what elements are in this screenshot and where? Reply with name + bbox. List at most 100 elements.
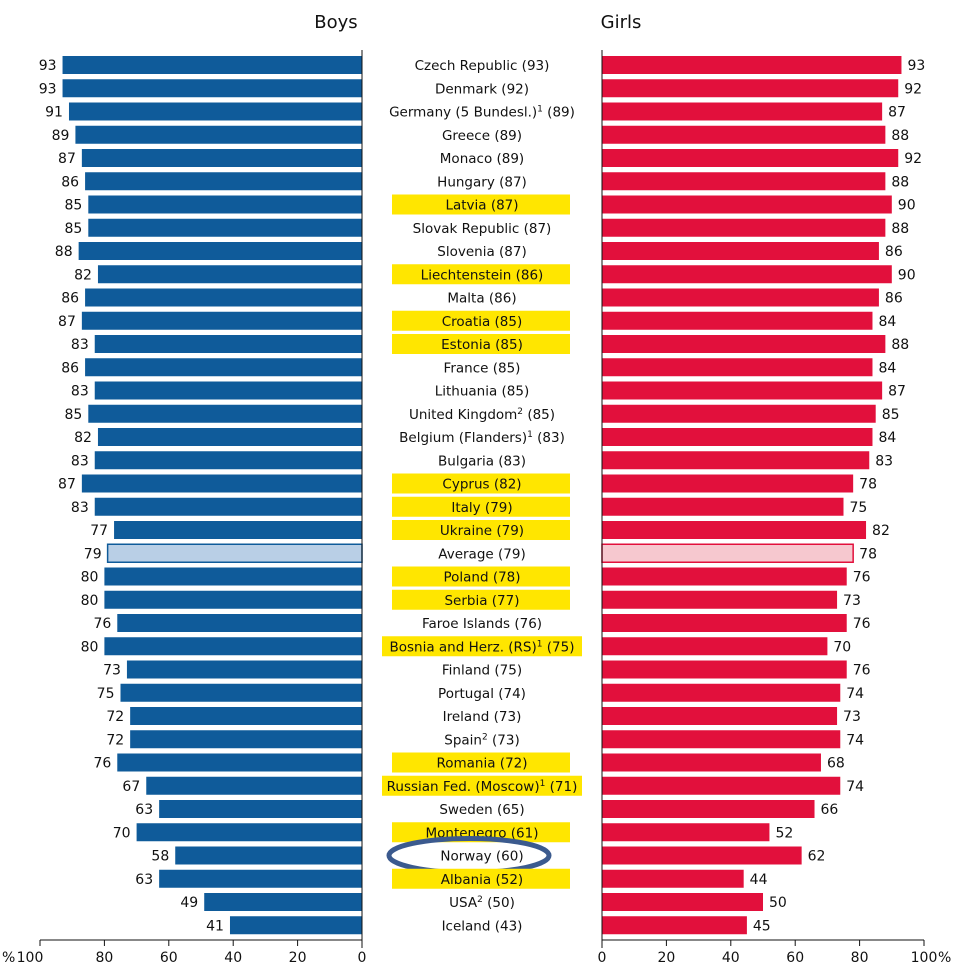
boys-bar xyxy=(94,381,363,400)
country-highlight xyxy=(392,334,570,354)
boys-value-label: 67 xyxy=(122,779,140,795)
girls-bar xyxy=(602,125,886,144)
country-label: Denmark (92) xyxy=(435,81,529,97)
boys-tick-label: 100 xyxy=(17,950,44,965)
girls-value-label: 84 xyxy=(878,360,896,376)
boys-bar xyxy=(159,800,362,818)
boys-bar xyxy=(81,311,363,330)
girls-value-label: 88 xyxy=(891,174,909,190)
girls-bar xyxy=(602,916,747,935)
girls-value-label: 84 xyxy=(878,314,896,330)
girls-x-axis: 0 20 40 60 80 100% xyxy=(598,939,951,965)
chart-row: 58 62 Norway (60) xyxy=(151,836,825,875)
boys-value-label: 73 xyxy=(103,663,121,679)
country-label: Norway (60) xyxy=(440,849,523,865)
country-label: USA2 (50) xyxy=(449,895,515,911)
country-label: Cyprus (82) xyxy=(442,477,521,493)
country-label: Croatia (85) xyxy=(442,314,523,330)
country-label: Romania (72) xyxy=(436,756,527,772)
boys-value-label: 63 xyxy=(135,802,153,818)
boys-bar xyxy=(126,660,362,679)
boys-bar xyxy=(159,869,362,888)
girls-value-label: 92 xyxy=(904,151,922,167)
boys-tick-label: 40 xyxy=(224,950,242,965)
country-label: Slovenia (87) xyxy=(437,244,526,260)
girls-bar xyxy=(602,823,770,842)
girls-value-label: 73 xyxy=(843,709,861,725)
girls-bar xyxy=(602,521,867,539)
boys-value-label: 88 xyxy=(55,244,73,260)
girls-bar xyxy=(602,590,838,609)
boys-bar xyxy=(106,543,363,563)
chart-row: 87 78 Cyprus (82) xyxy=(58,473,877,494)
girls-value-label: 87 xyxy=(888,105,906,121)
boys-bar xyxy=(85,172,362,191)
boys-value-label: 85 xyxy=(64,407,82,423)
chart-row: 86 84 France (85) xyxy=(61,358,896,377)
girls-value-label: 85 xyxy=(882,407,900,423)
girls-bar xyxy=(602,869,744,888)
girls-bar xyxy=(602,428,873,446)
boys-value-label: 85 xyxy=(64,221,82,237)
girls-tick-label: 40 xyxy=(722,950,740,965)
boys-bar xyxy=(117,753,362,772)
boys-value-label: 76 xyxy=(93,756,111,772)
boys-value-label: 63 xyxy=(135,872,153,888)
chart-row: 80 70 Bosnia and Herz. (RS)1 (75) xyxy=(81,636,851,657)
girls-bar xyxy=(602,311,873,330)
chart-row: 83 87 Lithuania (85) xyxy=(71,381,906,400)
boys-value-label: 70 xyxy=(113,825,131,841)
chart-row: 72 74 Spain2 (73) xyxy=(106,730,864,749)
boys-bar xyxy=(104,567,363,586)
boys-value-label: 87 xyxy=(58,477,76,493)
boys-value-label: 82 xyxy=(74,267,92,283)
girls-value-label: 76 xyxy=(853,570,871,586)
girls-bar xyxy=(601,543,854,563)
chart-row: 83 83 Bulgaria (83) xyxy=(71,451,893,470)
boys-value-label: 80 xyxy=(81,570,99,586)
chart-row: 77 82 Ukraine (79) xyxy=(90,520,890,540)
boys-x-axis: 100% 80 60 40 20 0 xyxy=(2,939,367,965)
boys-bar xyxy=(117,614,362,632)
country-label: Germany (5 Bundesl.)1 (89) xyxy=(389,105,575,121)
boys-bar xyxy=(62,56,362,74)
chart-row: 76 68 Romania (72) xyxy=(93,752,845,773)
chart-row: 76 76 Faroe Islands (76) xyxy=(93,614,871,632)
chart-row: 72 73 Ireland (73) xyxy=(106,707,861,725)
girls-tick-label: 100 xyxy=(911,950,938,965)
boys-value-label: 82 xyxy=(74,430,92,446)
country-label: Ukraine (79) xyxy=(440,523,524,539)
girls-value-label: 75 xyxy=(850,500,868,516)
boys-value-label: 41 xyxy=(206,918,224,934)
chart-row: 85 88 Slovak Republic (87) xyxy=(64,218,909,237)
chart-row: 86 86 Malta (86) xyxy=(61,288,903,307)
boys-tick-label: 80 xyxy=(95,950,113,965)
boys-value-label: 72 xyxy=(106,732,124,748)
chart-row: 73 76 Finland (75) xyxy=(103,660,871,679)
girls-value-label: 88 xyxy=(891,221,909,237)
boys-bar xyxy=(75,125,363,144)
country-label: Estonia (85) xyxy=(441,337,523,353)
girls-value-label: 73 xyxy=(843,593,861,609)
boys-bar xyxy=(97,428,363,446)
girls-bar xyxy=(602,242,879,260)
boys-bar xyxy=(175,846,362,865)
girls-bar xyxy=(602,637,828,656)
country-highlight xyxy=(392,868,570,889)
boys-tick-label: 0 xyxy=(358,950,367,965)
boys-value-label: 58 xyxy=(151,849,169,865)
country-highlight xyxy=(392,752,570,773)
girls-value-label: 50 xyxy=(769,895,787,911)
country-highlight xyxy=(382,636,582,657)
girls-bar xyxy=(602,218,886,237)
chart-row: 79 78 Average (79) xyxy=(84,543,877,563)
country-highlight xyxy=(392,194,570,215)
girls-value-label: 52 xyxy=(775,825,793,841)
country-label: Ireland (73) xyxy=(443,709,522,725)
country-label: Czech Republic (93) xyxy=(415,58,550,74)
boys-value-label: 87 xyxy=(58,151,76,167)
boys-bar xyxy=(120,683,362,702)
boys-value-label: 72 xyxy=(106,709,124,725)
